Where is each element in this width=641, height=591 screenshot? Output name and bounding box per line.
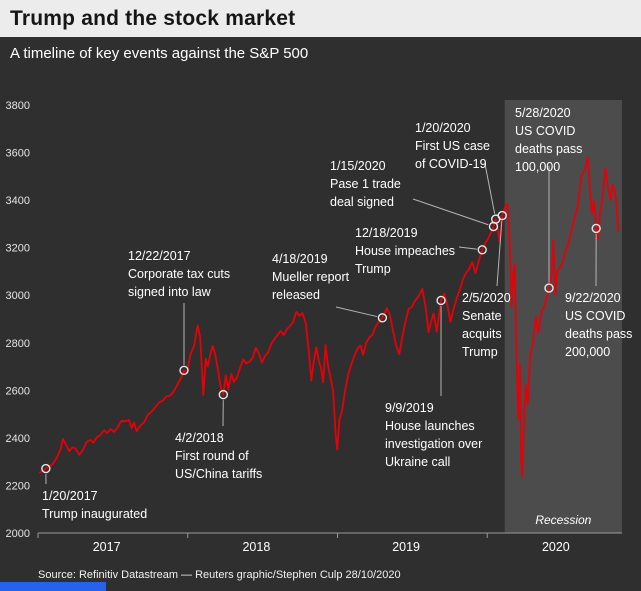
event-marker (377, 313, 388, 323)
event-connector (484, 163, 496, 214)
recession-band (504, 100, 622, 533)
event-marker (218, 389, 229, 400)
y-axis-tick-label: 2000 (6, 528, 30, 540)
sp500-line (39, 156, 620, 478)
y-axis-tick-label: 3200 (6, 243, 30, 255)
event-marker (41, 463, 51, 474)
chart-subtitle: A timeline of key events against the S&P… (10, 45, 309, 62)
event-marker (544, 283, 554, 293)
source-credit: Source: Refinitiv Datastream — Reuters g… (38, 569, 401, 581)
y-axis-tick-label: 2400 (6, 433, 30, 445)
event-marker (179, 365, 189, 376)
y-axis-tick-label: 3800 (6, 100, 30, 112)
y-axis-tick-label: 2200 (6, 480, 30, 492)
event-connector (496, 221, 503, 287)
recession-label: Recession (535, 513, 591, 527)
y-axis-tick-label: 3400 (6, 195, 30, 207)
event-marker (436, 295, 446, 306)
event-marker (497, 210, 507, 221)
event-connector (335, 306, 378, 318)
y-axis-tick-label: 2800 (6, 338, 30, 350)
page-title: Trump and the stock market (10, 6, 296, 30)
y-axis-tick-label: 3600 (6, 148, 30, 160)
event-connector (412, 198, 489, 226)
event-marker (477, 245, 487, 255)
x-axis-year-label: 2019 (392, 540, 420, 554)
bottom-accent-bar (0, 582, 106, 591)
y-axis-tick-label: 2600 (6, 385, 30, 397)
event-connector (458, 246, 477, 250)
x-axis-year-label: 2020 (542, 540, 570, 554)
x-axis-year-label: 2017 (93, 540, 121, 554)
title-bar: Trump and the stock market (0, 0, 641, 37)
x-axis-year-label: 2018 (242, 540, 270, 554)
event-marker (591, 223, 601, 234)
y-axis-tick-label: 3000 (6, 290, 30, 302)
